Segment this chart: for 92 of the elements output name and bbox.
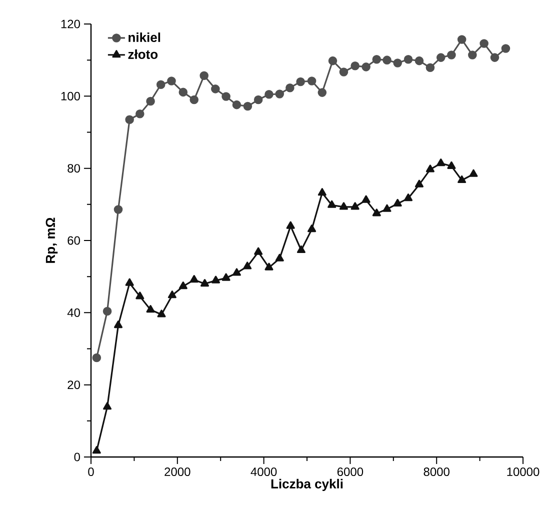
point <box>211 84 220 94</box>
y-tick-label: 40 <box>67 308 80 317</box>
point <box>286 83 294 92</box>
point <box>296 245 306 254</box>
x-axis-title: Liczba cykli <box>271 478 343 492</box>
point <box>339 202 348 210</box>
x-tick-label: 10000 <box>507 468 540 476</box>
point <box>125 115 134 124</box>
point <box>328 200 336 208</box>
point <box>157 310 166 318</box>
point <box>190 95 199 104</box>
point <box>200 278 210 287</box>
point <box>436 53 446 62</box>
point <box>264 90 274 99</box>
point <box>232 100 242 110</box>
point <box>232 268 241 276</box>
y-tick-label: 80 <box>68 164 80 173</box>
point <box>350 61 360 70</box>
point <box>414 180 424 188</box>
point <box>178 282 188 290</box>
point <box>156 80 166 90</box>
point <box>501 44 510 53</box>
point <box>362 195 370 203</box>
point <box>426 164 434 172</box>
point <box>308 224 316 232</box>
point <box>447 161 456 169</box>
point <box>222 92 230 101</box>
point <box>468 50 477 60</box>
y-axis-title: Rp, mΩ <box>46 218 58 263</box>
y-tick-label: 0 <box>74 452 80 462</box>
point <box>254 247 263 255</box>
point <box>102 306 112 316</box>
point <box>339 68 348 76</box>
point <box>222 273 230 281</box>
y-tick-label: 100 <box>61 92 80 100</box>
x-tick-label: 4000 <box>250 468 277 476</box>
point <box>393 198 402 206</box>
x-tick-label: 6000 <box>337 468 364 476</box>
point <box>243 262 252 270</box>
point <box>404 193 413 202</box>
point <box>146 304 155 313</box>
point <box>318 188 326 196</box>
point <box>372 54 382 64</box>
y-tick-label: 20 <box>68 380 80 390</box>
point <box>167 76 176 86</box>
point <box>254 95 263 104</box>
point <box>393 58 402 68</box>
legend-label: złoto <box>128 49 158 59</box>
point <box>92 353 102 362</box>
point <box>286 221 295 229</box>
point <box>103 402 112 410</box>
point <box>136 109 144 118</box>
point <box>457 35 466 44</box>
point <box>328 56 338 66</box>
point <box>458 175 466 184</box>
point <box>414 56 424 66</box>
point <box>372 208 381 216</box>
point <box>114 320 123 328</box>
point <box>350 202 360 210</box>
point <box>469 169 478 177</box>
point <box>426 63 435 72</box>
point <box>436 158 446 166</box>
point <box>447 50 456 60</box>
point <box>382 204 392 212</box>
point <box>318 88 327 97</box>
point <box>190 275 198 283</box>
point <box>136 292 144 300</box>
point <box>307 76 316 86</box>
point <box>114 205 123 214</box>
point <box>296 77 305 86</box>
x-tick-label: 8000 <box>424 468 450 476</box>
point <box>275 254 284 262</box>
point <box>404 54 413 64</box>
legend-label: nikiel <box>128 32 160 42</box>
y-tick-label: 120 <box>61 20 80 28</box>
y-tick-label: 60 <box>68 236 80 245</box>
point <box>275 90 284 98</box>
x-tick-label: 0 <box>88 468 94 476</box>
point <box>490 53 500 62</box>
point <box>92 446 101 454</box>
point <box>125 278 134 286</box>
point <box>200 71 208 80</box>
point <box>480 39 488 48</box>
point <box>146 96 155 106</box>
point <box>264 262 274 270</box>
point <box>178 88 188 97</box>
point <box>362 62 370 72</box>
point <box>212 276 220 284</box>
point <box>168 290 176 298</box>
point <box>243 102 252 111</box>
x-tick-label: 2000 <box>164 468 190 476</box>
point <box>382 56 392 64</box>
